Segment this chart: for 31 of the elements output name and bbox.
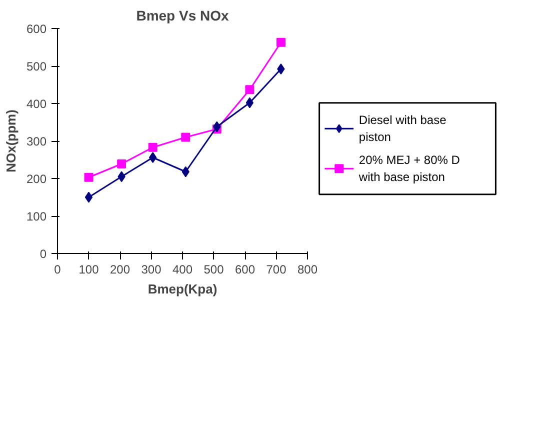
legend-label: Diesel with base piston: [358, 113, 447, 144]
y-tick-label: 0: [40, 247, 47, 261]
y-axis-title: NOx(ppm): [3, 110, 18, 172]
x-tick-label: 700: [266, 262, 287, 276]
y-tick-label: 100: [26, 210, 47, 224]
point: [181, 132, 190, 142]
x-tick-label: 800: [297, 262, 318, 276]
x-tick-label: 300: [141, 262, 162, 276]
x-tick-label: 0: [54, 262, 62, 276]
legend-label: 20% MEJ + 80% D with base piston: [358, 153, 460, 184]
x-tick-label: 600: [234, 262, 256, 276]
x-tick-label: 500: [204, 262, 224, 276]
point: [84, 192, 93, 203]
chart-title: Bmep Vs NOx: [136, 8, 230, 24]
point: [148, 142, 158, 152]
y-tick-label: 500: [26, 60, 47, 74]
point: [148, 152, 157, 163]
x-tick-label: 200: [110, 262, 130, 276]
y-tick-label: 600: [26, 22, 47, 36]
y-tick-label: 400: [26, 97, 47, 111]
point: [277, 64, 285, 74]
point: [276, 38, 286, 47]
point: [245, 85, 254, 94]
point: [117, 159, 126, 168]
y-tick-label: 200: [26, 172, 47, 186]
x-tick-label: 100: [78, 262, 100, 276]
point: [246, 97, 254, 108]
x-axis-title: Bmep(Kpa): [148, 282, 218, 296]
x-tick-label: 400: [172, 262, 193, 276]
y-tick-label: 300: [26, 134, 47, 148]
point: [84, 172, 94, 182]
